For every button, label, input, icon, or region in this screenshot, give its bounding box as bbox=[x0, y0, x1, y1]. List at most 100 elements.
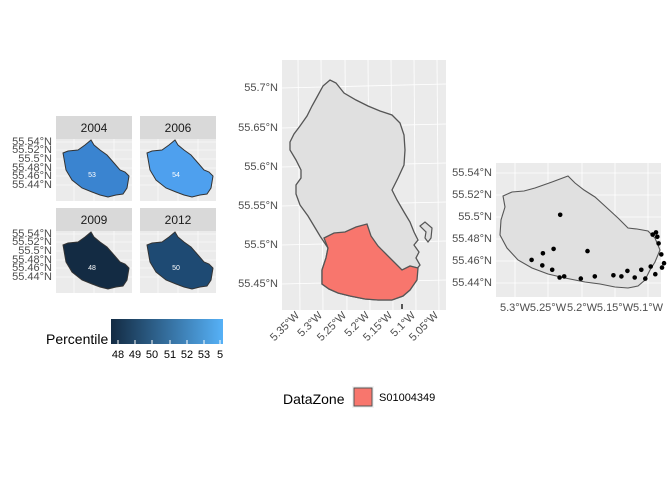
facet-strip-label: 2004 bbox=[81, 121, 108, 135]
facet-2006: 2006 54 bbox=[140, 116, 216, 201]
location-point bbox=[653, 271, 658, 277]
big-map-x-axis: 5.35°W 5.3°W 5.25°W 5.2°W 5.15°W 5.1°W 5… bbox=[268, 309, 442, 344]
location-point bbox=[656, 241, 661, 246]
y-tick-label: 55.54°N bbox=[452, 167, 492, 179]
location-point bbox=[557, 275, 562, 280]
y-tick-label: 55.46°N bbox=[12, 170, 52, 182]
facet-panel: 2004 53 2006 5 bbox=[12, 116, 223, 361]
colorbar-label: 49 bbox=[129, 349, 141, 361]
y-tick-label: 55.46°N bbox=[452, 255, 492, 267]
facet-strip-label: 2012 bbox=[165, 213, 192, 227]
colorbar-label: 50 bbox=[146, 349, 158, 361]
legend-title: DataZone bbox=[283, 391, 345, 407]
percentile-legend: Percentile 48 49 50 51 52 53 5 bbox=[46, 319, 223, 361]
location-point bbox=[625, 268, 630, 274]
x-tick-label: 5.3°W bbox=[500, 302, 531, 314]
colorbar-label: 5 bbox=[217, 349, 223, 361]
facet-region-2004 bbox=[62, 139, 130, 198]
x-tick-label: 5.1°W bbox=[633, 302, 664, 314]
location-point bbox=[643, 276, 648, 281]
facet-strip-2004 bbox=[56, 116, 132, 139]
location-point bbox=[540, 251, 546, 256]
location-point bbox=[578, 276, 584, 281]
facet-strip-label: 2006 bbox=[165, 121, 192, 135]
colorbar-ticks bbox=[117, 340, 221, 344]
facet-strip-2006 bbox=[140, 116, 216, 139]
points-map-panel: 55.54°N 55.52°N 55.5°N 55.48°N 55.46°N 5… bbox=[452, 163, 667, 314]
facet-value-label: 53 bbox=[88, 172, 96, 179]
big-map-panel: 55.7°N 55.65°N 55.6°N 55.55°N 55.5°N 55.… bbox=[238, 59, 447, 408]
location-point bbox=[592, 274, 598, 279]
y-tick-label: 55.54°N bbox=[12, 228, 52, 240]
facet-value-label: 50 bbox=[172, 265, 180, 272]
datazone-outline bbox=[499, 175, 661, 289]
colorbar-label: 48 bbox=[112, 349, 124, 361]
y-tick-label: 55.5°N bbox=[18, 245, 52, 257]
facet-value-label: 54 bbox=[172, 172, 180, 179]
colorbar-label: 53 bbox=[198, 349, 210, 361]
facet-value-label: 48 bbox=[88, 265, 96, 272]
datazone-legend: DataZone S01004349 bbox=[283, 386, 435, 408]
facet-2009: 2009 48 bbox=[56, 208, 132, 293]
y-tick-label: 55.7°N bbox=[244, 82, 278, 94]
legend-title: Percentile bbox=[46, 331, 108, 347]
facet-2004: 2004 53 bbox=[56, 116, 132, 201]
facet-strip-2012 bbox=[140, 208, 216, 231]
x-tick-label: 5.2°W bbox=[567, 302, 598, 314]
y-tick-label: 55.54°N bbox=[12, 136, 52, 148]
islet-outline bbox=[419, 221, 433, 243]
y-tick-label: 55.52°N bbox=[12, 236, 52, 248]
y-tick-label: 55.48°N bbox=[12, 162, 52, 174]
location-point bbox=[585, 248, 590, 254]
location-point bbox=[561, 274, 567, 279]
y-tick-label: 55.44°N bbox=[12, 179, 52, 191]
location-point bbox=[653, 230, 659, 235]
location-point bbox=[632, 275, 637, 280]
y-tick-label: 55.52°N bbox=[12, 144, 52, 156]
location-point bbox=[551, 246, 556, 252]
y-tick-label: 55.5°N bbox=[458, 211, 492, 223]
y-tick-label: 55.48°N bbox=[452, 233, 492, 245]
location-point bbox=[648, 264, 653, 269]
facet-2012: 2012 50 bbox=[140, 208, 216, 293]
legend-key bbox=[353, 387, 373, 407]
y-tick-label: 55.5°N bbox=[18, 153, 52, 165]
x-tick-label: 5.15°W bbox=[597, 302, 634, 314]
datazone-region bbox=[321, 223, 419, 301]
location-point bbox=[619, 274, 624, 279]
facet-y-axis-bottom: 55.54°N 55.52°N 55.5°N 55.48°N 55.46°N 5… bbox=[12, 228, 52, 283]
location-point bbox=[661, 260, 667, 266]
location-point bbox=[659, 265, 665, 270]
location-point bbox=[639, 267, 644, 273]
y-tick-label: 55.46°N bbox=[12, 262, 52, 274]
islet-small bbox=[401, 304, 403, 309]
y-tick-label: 55.52°N bbox=[452, 189, 492, 201]
location-point bbox=[655, 234, 660, 240]
facet-region-2012 bbox=[146, 231, 214, 290]
x-tick-label: 5.35°W bbox=[268, 309, 303, 344]
facet-strip-2009 bbox=[56, 208, 132, 231]
location-point bbox=[540, 263, 545, 268]
location-point bbox=[549, 267, 555, 273]
y-tick-label: 55.5°N bbox=[244, 239, 278, 251]
location-point bbox=[650, 232, 655, 237]
legend-item-label: S01004349 bbox=[379, 392, 435, 404]
location-point bbox=[611, 273, 616, 278]
facet-region-2009 bbox=[62, 231, 130, 290]
facet-y-axis-top: 55.54°N 55.52°N 55.5°N 55.48°N 55.46°N 5… bbox=[12, 136, 52, 191]
location-point bbox=[659, 252, 664, 257]
colorbar-label: 52 bbox=[181, 349, 193, 361]
facet-region-2006 bbox=[146, 139, 214, 198]
facet-strip-label: 2009 bbox=[81, 213, 108, 227]
y-tick-label: 55.65°N bbox=[238, 122, 278, 134]
y-tick-label: 55.44°N bbox=[452, 277, 492, 289]
colorbar-label: 51 bbox=[164, 349, 176, 361]
y-tick-label: 55.44°N bbox=[12, 271, 52, 283]
x-tick-label: 5.25°W bbox=[530, 302, 567, 314]
y-tick-label: 55.55°N bbox=[238, 200, 278, 212]
y-tick-label: 55.48°N bbox=[12, 254, 52, 266]
location-point bbox=[557, 212, 563, 218]
location-point bbox=[529, 257, 534, 263]
points-map-y-axis: 55.54°N 55.52°N 55.5°N 55.48°N 55.46°N 5… bbox=[452, 167, 492, 289]
